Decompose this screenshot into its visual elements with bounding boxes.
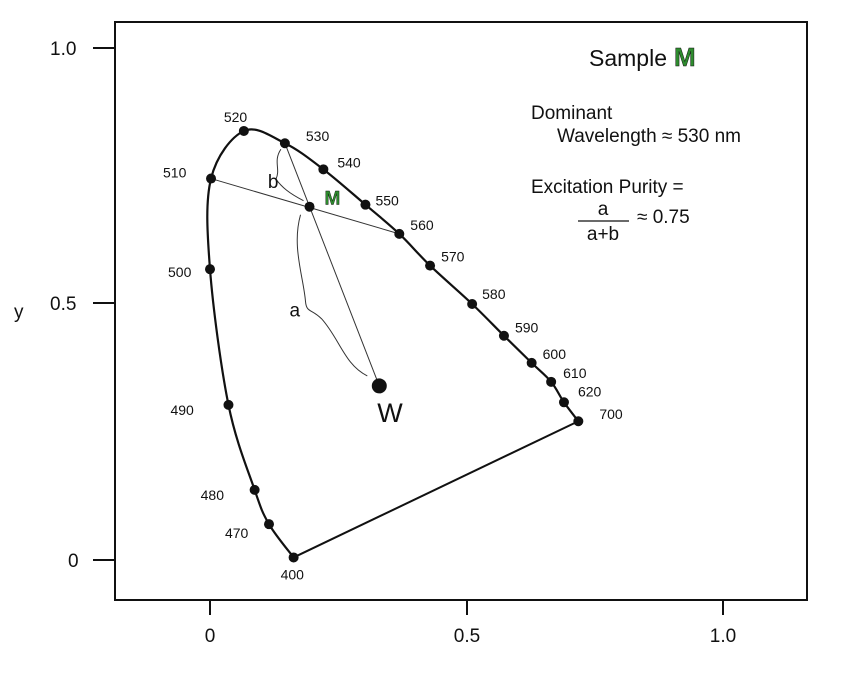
dominant-wavelength-line [284,143,380,387]
y-tick-label: 1.0 [50,39,76,60]
y-axis: 1.0 0.5 0 y [14,39,115,572]
fraction-numerator: a [598,199,609,220]
locus-point-490 [223,399,234,410]
chart-title-marker: M [674,42,696,72]
wavelength-label-600: 600 [543,346,567,362]
dominant-line2: Wavelength ≈ 530 nm [557,126,741,147]
white-point-marker [371,378,387,394]
locus-point-520 [238,125,249,136]
wavelength-label-570: 570 [441,249,465,265]
locus-point-470 [263,519,274,530]
x-tick-label: 1.0 [710,626,736,647]
chart-title-text: Sample [589,45,667,71]
wavelength-label-610: 610 [563,365,587,381]
x-tick-label: 0 [205,626,216,647]
purity-label: Excitation Purity = [531,177,684,198]
wavelength-label-540: 540 [337,154,361,170]
plot-frame [114,21,808,601]
locus-point-620 [558,397,569,408]
wavelength-label-560: 560 [410,217,434,233]
wavelength-label-550: 550 [375,193,399,209]
brace-b [275,148,304,202]
sample-point-label: M [325,189,341,210]
y-tick-label: 0 [68,551,79,572]
locus-point-560 [394,228,405,239]
locus-point-700 [573,416,584,427]
x-axis: 0 0.5 1.0 [205,600,736,647]
brace-a [296,214,368,377]
locus-point-480 [249,484,260,495]
locus-point-590 [498,330,509,341]
locus-point-600 [526,357,537,368]
wavelength-label-400: 400 [281,566,305,582]
dominant-line1: Dominant [531,103,613,124]
wavelength-label-620: 620 [578,383,602,399]
purity-value: ≈ 0.75 [637,207,690,228]
wavelength-label-520: 520 [224,109,248,125]
locus-point-540 [318,164,329,175]
chart-title: Sample M [589,42,696,72]
brace-a-label: a [290,301,301,322]
locus-point-500 [205,264,215,275]
wavelength-label-500: 500 [168,264,192,280]
brace-b-label: b [268,172,279,193]
sample-point-marker [304,201,315,212]
fraction-denominator: a+b [587,224,619,245]
locus-points [205,125,584,563]
wavelength-label-490: 490 [170,402,194,418]
locus-point-400 [288,552,299,563]
wavelength-label-580: 580 [482,286,506,302]
y-axis-label: y [14,302,24,323]
wavelength-label-480: 480 [201,487,225,503]
locus-point-510 [206,173,217,184]
line-of-purples [293,420,579,559]
wavelength-label-590: 590 [515,320,539,336]
wavelength-label-510: 510 [163,165,187,181]
locus-point-570 [425,260,436,271]
wavelength-label-470: 470 [225,525,249,541]
x-tick-label: 0.5 [454,626,480,647]
y-tick-label: 0.5 [50,294,76,315]
white-point-label: W [377,398,403,428]
locus-point-580 [467,299,478,309]
locus-point-550 [360,199,371,210]
wavelength-label-700: 700 [599,406,623,422]
locus-labels: 400 470 480 490 500 510 520 530 540 550 560 570 580 5… [163,109,623,582]
locus-point-530 [279,138,290,149]
locus-point-610 [546,376,557,387]
wavelength-label-530: 530 [306,128,330,144]
